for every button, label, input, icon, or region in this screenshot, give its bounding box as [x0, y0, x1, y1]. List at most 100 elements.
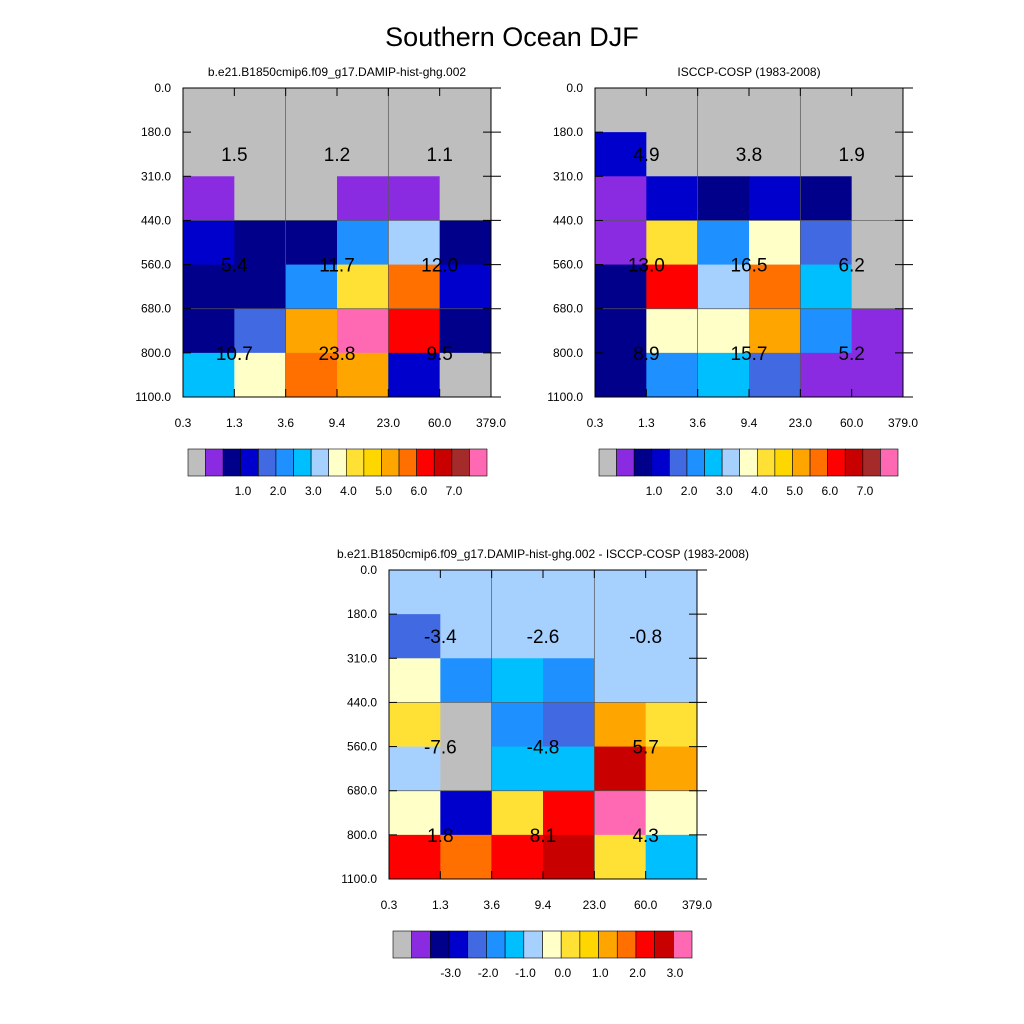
- colorbar-swatch: [416, 448, 435, 477]
- heatmap-cell: [440, 570, 493, 615]
- x-tick-label: 9.4: [741, 416, 758, 430]
- heatmap-cell: [594, 702, 647, 748]
- cell-annotation: 1.8: [427, 826, 453, 847]
- heatmap-cell: [388, 176, 441, 221]
- cell-annotation: -3.4: [424, 627, 457, 648]
- heatmap-cell: [234, 176, 287, 221]
- x-tick-label: 23.0: [377, 416, 401, 430]
- heatmap-cell: [389, 790, 441, 836]
- colorbar-label: 2.0: [270, 484, 287, 498]
- heatmap-cell: [234, 132, 287, 177]
- heatmap-cell: [337, 308, 389, 354]
- colorbar-swatch: [560, 930, 581, 959]
- heatmap-cell: [595, 308, 647, 354]
- y-tick-label: 1100.0: [341, 872, 377, 886]
- colorbar-swatch: [187, 448, 206, 477]
- colorbar-swatch: [844, 448, 864, 477]
- heatmap-cell: [183, 220, 235, 266]
- colorbar-swatch: [792, 448, 811, 477]
- x-tick-label: 60.0: [840, 416, 864, 430]
- cell-annotation: -4.8: [527, 738, 560, 759]
- colorbar-swatch: [411, 930, 431, 959]
- y-tick-label: 680.0: [347, 784, 377, 798]
- cell-annotation: 10.7: [216, 344, 253, 365]
- y-tick-label: 560.0: [347, 740, 377, 754]
- y-tick-label: 0.0: [154, 81, 171, 95]
- heatmap-cell: [439, 132, 492, 177]
- heatmap-cell: [697, 264, 750, 310]
- colorbar-label: 6.0: [822, 484, 839, 498]
- cell-annotation: -2.6: [527, 627, 560, 648]
- colorbar-swatch: [598, 930, 618, 959]
- heatmap-cell: [645, 702, 698, 748]
- colorbar-swatch: [774, 448, 793, 477]
- heatmap-cell: [646, 176, 699, 221]
- heatmap-cell: [543, 570, 595, 615]
- colorbar-swatch: [345, 448, 365, 477]
- cell-annotation: 1.1: [426, 145, 452, 166]
- heatmap-cell: [594, 614, 647, 659]
- cell-annotation: 4.9: [633, 145, 659, 166]
- y-tick-label: 180.0: [553, 125, 583, 139]
- x-tick-label: 23.0: [583, 898, 607, 912]
- heatmap-cell: [440, 658, 493, 703]
- heatmap-cell: [183, 308, 235, 354]
- cell-annotation: 8.1: [530, 826, 556, 847]
- heatmap-cell: [491, 834, 544, 880]
- colorbar-label: -3.0: [440, 966, 461, 980]
- heatmap-cell: [389, 746, 441, 792]
- heatmap-cell: [337, 88, 389, 133]
- cell-annotation: 4.3: [632, 826, 658, 847]
- y-tick-label: 180.0: [347, 607, 377, 621]
- panel-observation: ISCCP-COSP (1983-2008) 4.9 3.8 1.9 13.0 16.5 6…: [547, 65, 918, 498]
- panel-title: b.e21.B1850cmip6.f09_g17.DAMIP-hist-ghg.…: [337, 547, 749, 561]
- colorbar-label: 6.0: [411, 484, 428, 498]
- heatmap-cell: [851, 352, 904, 398]
- x-tick-label: 23.0: [789, 416, 813, 430]
- heatmap-cell: [389, 658, 441, 703]
- heatmap-cell: [749, 88, 801, 133]
- heatmap-cell: [543, 834, 595, 880]
- x-tick-label: 60.0: [634, 898, 658, 912]
- colorbar-label: 2.0: [629, 966, 646, 980]
- heatmap-cell: [439, 176, 492, 221]
- heatmap-cell: [337, 132, 389, 177]
- heatmap-cell: [234, 220, 287, 266]
- cell-annotation: -7.6: [424, 738, 457, 759]
- heatmap-cell: [594, 746, 647, 792]
- cell-annotation: 12.0: [421, 256, 458, 277]
- heatmap-cell: [749, 352, 801, 398]
- colorbar-swatch: [504, 930, 525, 959]
- colorbar-swatch: [686, 448, 705, 477]
- heatmap-cell: [337, 264, 389, 310]
- colorbar-swatch: [448, 930, 469, 959]
- heatmap-cell: [697, 176, 750, 221]
- colorbar-swatch: [275, 448, 294, 477]
- colorbar-swatch: [616, 448, 635, 477]
- heatmap-cell: [388, 88, 441, 133]
- colorbar-label: 4.0: [340, 484, 357, 498]
- x-tick-label: 379.0: [476, 416, 506, 430]
- heatmap-cell: [645, 790, 698, 836]
- x-tick-label: 3.6: [277, 416, 294, 430]
- heatmap-cell: [439, 88, 492, 133]
- heatmap-cell: [697, 220, 750, 266]
- heatmap-cell: [285, 220, 338, 266]
- heatmap-cell: [337, 176, 389, 221]
- heatmap-cell: [851, 176, 904, 221]
- y-tick-label: 310.0: [141, 169, 171, 183]
- x-tick-label: 3.6: [483, 898, 500, 912]
- colorbar-swatch: [756, 448, 776, 477]
- x-tick-label: 1.3: [432, 898, 449, 912]
- heatmap-cell: [749, 264, 801, 310]
- panel-title: b.e21.B1850cmip6.f09_g17.DAMIP-hist-ghg.…: [208, 65, 466, 79]
- colorbar-swatch: [398, 448, 417, 477]
- colorbar-label: 5.0: [786, 484, 803, 498]
- y-tick-label: 180.0: [141, 125, 171, 139]
- heatmap-cell: [388, 352, 441, 398]
- colorbar-label: -2.0: [478, 966, 499, 980]
- heatmap-cell: [389, 702, 441, 748]
- cell-annotation: 1.9: [838, 145, 864, 166]
- figure-title: Southern Ocean DJF: [385, 22, 639, 52]
- colorbar-swatch: [240, 448, 259, 477]
